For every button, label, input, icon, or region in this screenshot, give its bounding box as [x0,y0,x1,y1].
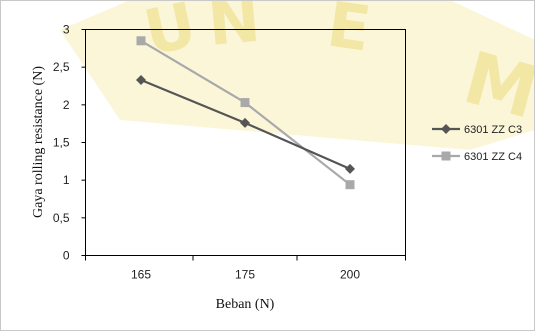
legend-item: 6301 ZZ C3 [432,124,522,136]
y-tick-label: 2 [63,98,70,112]
legend-marker [441,151,451,161]
x-axis-title: Beban (N) [216,297,275,312]
y-tick-label: 0 [63,249,70,263]
y-tick-label: 1,5 [53,136,70,150]
y-tick-label: 3 [63,23,70,37]
x-tick-label: 175 [235,268,255,282]
data-point [345,163,355,174]
x-tick-label: 165 [131,268,151,282]
series-1 [136,74,355,174]
data-point [345,180,355,190]
legend-marker [441,124,451,134]
y-tick-label: 0,5 [53,211,70,225]
legend-label: 6301 ZZ C3 [464,124,522,136]
svg-text:E: E [323,0,375,66]
data-point [136,36,146,46]
legend-label: 6301 ZZ C4 [464,151,522,163]
y-tick-label: 2,5 [53,60,70,74]
data-point [240,117,250,128]
y-axis-title: Gaya rolling resistance (N) [31,66,46,218]
y-tick-label: 1 [63,173,70,187]
legend-item: 6301 ZZ C4 [432,151,522,163]
series-2 [136,36,355,190]
data-point [136,74,146,85]
data-point [240,98,250,108]
x-tick-label: 200 [340,268,360,282]
